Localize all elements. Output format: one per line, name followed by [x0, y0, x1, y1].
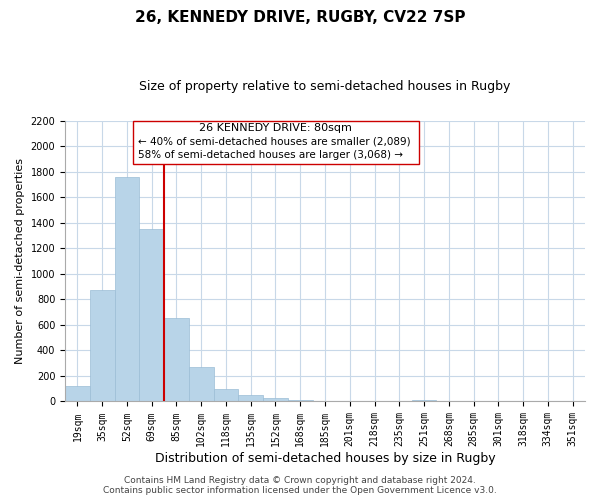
Text: ← 40% of semi-detached houses are smaller (2,089): ← 40% of semi-detached houses are smalle… [138, 136, 410, 146]
Bar [139, 229, 164, 402]
Y-axis label: Number of semi-detached properties: Number of semi-detached properties [15, 158, 25, 364]
Bar [412, 400, 436, 402]
Text: Contains HM Land Registry data © Crown copyright and database right 2024.
Contai: Contains HM Land Registry data © Crown c… [103, 476, 497, 495]
Title: Size of property relative to semi-detached houses in Rugby: Size of property relative to semi-detach… [139, 80, 511, 93]
Bar [189, 367, 214, 402]
Bar [65, 386, 90, 402]
Bar [90, 290, 115, 402]
Bar [263, 398, 288, 402]
Bar [115, 176, 139, 402]
Bar [214, 388, 238, 402]
Text: 58% of semi-detached houses are larger (3,068) →: 58% of semi-detached houses are larger (… [138, 150, 403, 160]
Bar [164, 318, 189, 402]
Text: 26 KENNEDY DRIVE: 80sqm: 26 KENNEDY DRIVE: 80sqm [199, 124, 352, 134]
Text: 26, KENNEDY DRIVE, RUGBY, CV22 7SP: 26, KENNEDY DRIVE, RUGBY, CV22 7SP [135, 10, 465, 25]
X-axis label: Distribution of semi-detached houses by size in Rugby: Distribution of semi-detached houses by … [155, 452, 496, 465]
Bar [238, 395, 263, 402]
FancyBboxPatch shape [133, 120, 419, 164]
Bar [288, 400, 313, 402]
